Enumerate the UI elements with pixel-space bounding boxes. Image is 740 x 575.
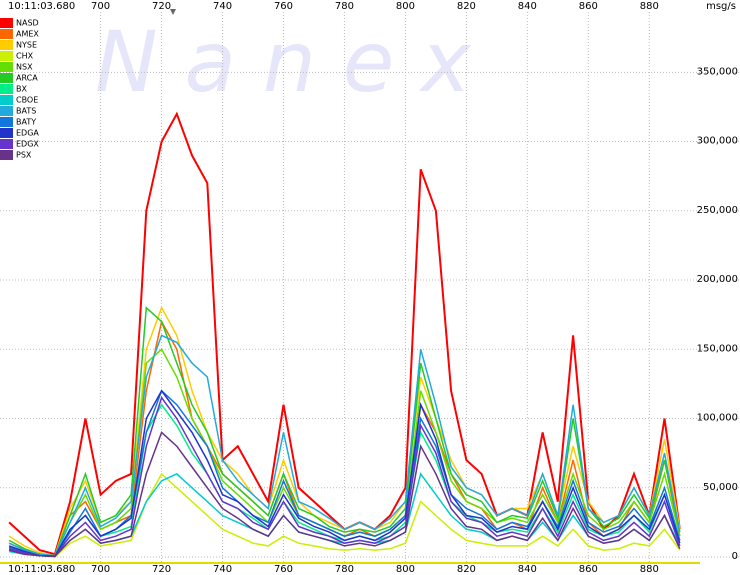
legend-label: PSX [16,151,32,160]
y-tick-label: 250,000 [697,205,738,216]
legend-swatch [0,95,13,105]
x-tick-label: 760 [274,564,293,575]
series-line [8,472,681,558]
cursor-marker [170,9,176,15]
legend-swatch [0,117,13,127]
legend-swatch [0,62,13,72]
x-tick-label: 880 [640,564,659,575]
legend-label: NSX [16,63,33,72]
legend-label: AMEX [16,30,39,39]
x-tick-label: 860 [579,564,598,575]
time-label: 10:11:03.680 [8,1,75,12]
legend-swatch [0,40,13,50]
time-label: 10:11:03.680 [8,564,75,575]
y-tick-label: 200,000 [697,274,738,285]
x-tick-label: 780 [335,564,354,575]
x-tick-label: 800 [396,564,415,575]
x-tick-label: 820 [457,1,476,12]
legend-swatch [0,29,13,39]
x-tick-label: 880 [640,1,659,12]
y-tick-label: 300,000 [697,136,738,147]
x-tick-label: 720 [152,1,171,12]
y-tick-label: 0 [732,551,738,562]
x-tick-label: 740 [213,564,232,575]
x-tick-label: 700 [91,1,110,12]
series-line [8,306,681,557]
legend-label: BATS [16,107,36,116]
series-line [8,431,681,558]
legend-label: NASD [16,19,39,28]
legend-swatch [0,73,13,83]
y-unit: msg/s [706,1,736,12]
legend-label: BX [16,85,27,94]
legend-label: CHX [16,52,34,61]
x-tick-label: 700 [91,564,110,575]
x-tick-label: 740 [213,1,232,12]
legend-swatch [0,139,13,149]
y-tick-label: 100,000 [697,413,738,424]
legend-swatch [0,84,13,94]
legend-label: NYSE [16,41,37,50]
x-tick-label: 780 [335,1,354,12]
legend-label: CBOE [16,96,38,105]
x-tick-label: 840 [518,1,537,12]
y-tick-label: 50,000 [703,482,738,493]
legend-swatch [0,18,13,28]
x-tick-label: 840 [518,564,537,575]
legend-swatch [0,51,13,61]
legend-swatch [0,128,13,138]
legend-label: ARCA [16,74,38,83]
x-tick-label: 760 [274,1,293,12]
legend-label: EDGX [16,140,39,149]
x-tick-label: 800 [396,1,415,12]
legend-swatch [0,106,13,116]
legend-label: EDGA [16,129,39,138]
watermark: N a n e x [95,13,472,111]
x-tick-label: 820 [457,564,476,575]
x-tick-label: 720 [152,564,171,575]
y-tick-label: 350,000 [697,66,738,77]
series-line [8,389,681,558]
legend-label: BATY [16,118,36,127]
x-tick-label: 860 [579,1,598,12]
y-tick-label: 150,000 [697,343,738,354]
legend-swatch [0,150,13,160]
series-line [8,396,681,558]
series-line [8,334,681,557]
